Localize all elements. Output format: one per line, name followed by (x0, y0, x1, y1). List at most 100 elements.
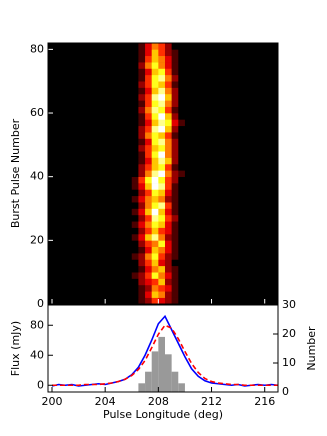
heatmap-cell (164, 297, 172, 305)
heatmap-cell (151, 106, 159, 114)
heatmap-cell (145, 227, 152, 235)
heatmap-cell (151, 221, 159, 228)
heatmap-cell (125, 291, 133, 298)
heatmap-cell (164, 144, 172, 152)
heatmap-cell (184, 68, 192, 76)
heatmap-cell (191, 240, 199, 248)
heatmap-cell (145, 119, 152, 127)
heatmap-cell (164, 291, 172, 298)
heatmap-cell (145, 74, 152, 82)
heatmap-cell (178, 233, 186, 241)
heatmap-cell (171, 49, 179, 57)
heatmap-cell (178, 214, 186, 222)
heatmap-cell (138, 291, 146, 298)
heatmap-cell (171, 240, 179, 248)
heatmap-cell (198, 170, 206, 177)
heatmap-cell (171, 284, 179, 292)
heatmap-cell (164, 202, 172, 209)
heatmap-cell (158, 183, 166, 190)
heatmap-cell (145, 151, 152, 158)
heatmap-cell (151, 176, 159, 184)
heatmap-cell (131, 81, 139, 88)
heatmap-cell (184, 221, 192, 228)
heatmap-cell (164, 246, 172, 254)
heatmap-cell (164, 259, 172, 267)
heatmap-cell (131, 68, 139, 76)
heatmap-cell (125, 221, 133, 228)
heatmap-cell (164, 221, 172, 228)
heatmap-cell (138, 240, 146, 248)
heatmap-cell (171, 297, 179, 305)
heatmap-cell (125, 163, 133, 171)
y2-tick-label: 10 (282, 356, 296, 369)
heatmap-cell (151, 81, 159, 88)
heatmap-cell (184, 183, 192, 190)
heatmap-cell (171, 259, 179, 267)
y2-axis-label: Number (305, 326, 318, 371)
heatmap-cell (171, 278, 179, 286)
heatmap-cell (158, 55, 166, 63)
heatmap-cell (131, 157, 139, 165)
heatmap-cell (138, 157, 146, 165)
heatmap-cell (178, 170, 186, 177)
heatmap-cell (138, 62, 146, 69)
heatmap-cell (131, 208, 139, 216)
heatmap-cell (178, 278, 186, 286)
heatmap-cell (145, 100, 152, 107)
heatmap-cell (191, 284, 199, 292)
heatmap-cell (125, 151, 133, 158)
heatmap-cell (171, 157, 179, 165)
heatmap-cell (198, 272, 206, 279)
heatmap-cell (191, 144, 199, 152)
heatmap-cell (151, 138, 159, 146)
heatmap-cell (151, 113, 159, 120)
heatmap-cell (184, 125, 192, 133)
heatmap-cell (131, 55, 139, 63)
heatmap-cell (184, 151, 192, 158)
heatmap-cell (158, 81, 166, 88)
heatmap-cell (198, 291, 206, 298)
heatmap-cell (178, 125, 186, 133)
heatmap-cell (178, 189, 186, 197)
heatmap-cell (131, 151, 139, 158)
heatmap-cell (191, 132, 199, 139)
heatmap-cell (131, 278, 139, 286)
heatmap-cell (158, 125, 166, 133)
heatmap-cell (151, 119, 159, 127)
heatmap-cell (191, 214, 199, 222)
heatmap-cell (191, 125, 199, 133)
heatmap-cell (138, 170, 146, 177)
heatmap-cell (191, 297, 199, 305)
heatmap-cell (171, 189, 179, 197)
heatmap-cell (178, 202, 186, 209)
heatmap-cell (184, 106, 192, 114)
heatmap-cell (131, 125, 139, 133)
heatmap-cell (151, 43, 159, 50)
heatmap-cell (138, 100, 146, 107)
heatmap-cell (151, 278, 159, 286)
heatmap-cell (145, 189, 152, 197)
heatmap-cell (158, 132, 166, 139)
heatmap-cell (178, 68, 186, 76)
heatmap-cell (145, 144, 152, 152)
heatmap-cell (131, 189, 139, 197)
heatmap-cell (131, 144, 139, 152)
heatmap-cell (145, 183, 152, 190)
heatmap-cell (198, 246, 206, 254)
heatmap-cell (138, 259, 146, 267)
heatmap-cell (191, 259, 199, 267)
heatmap-cell (164, 240, 172, 248)
heatmap-cell (171, 144, 179, 152)
heatmap-cell (125, 278, 133, 286)
heatmap-cell (145, 272, 152, 279)
heatmap-cell (131, 87, 139, 95)
heatmap-cell (198, 265, 206, 273)
heatmap-cell (198, 119, 206, 127)
heatmap-cell (184, 49, 192, 57)
heatmap-cell (138, 272, 146, 279)
heatmap-cell (158, 233, 166, 241)
heatmap-cell (184, 259, 192, 267)
heatmap-cell (145, 253, 152, 260)
heatmap-cell (145, 278, 152, 286)
heatmap-cell (151, 68, 159, 76)
